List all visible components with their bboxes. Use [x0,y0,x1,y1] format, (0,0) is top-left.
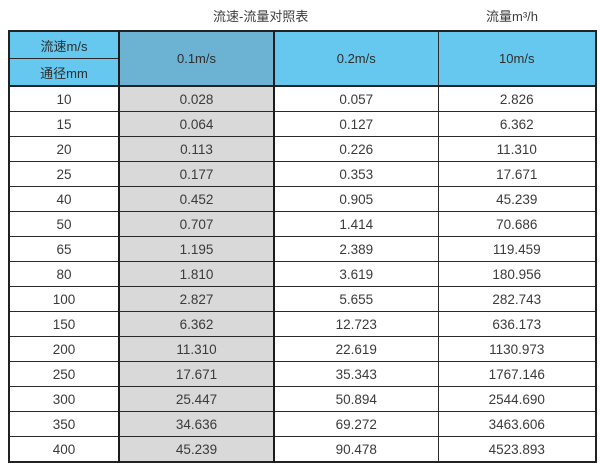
table-row: 250 17.671 35.343 1767.146 [8,361,597,387]
table-row: 350 34.636 69.272 3463.606 [8,411,597,437]
value-cell-10ms: 282.743 [437,286,597,312]
value-cell-10ms: 180.956 [437,261,597,287]
value-cell-0-1ms: 45.239 [118,436,275,463]
value-cell-10ms: 6.362 [437,111,597,137]
column-header-0-1ms: 0.1m/s [118,30,275,87]
diameter-cell: 20 [8,136,120,162]
diameter-cell: 400 [8,436,120,463]
value-cell-0-2ms: 5.655 [273,286,439,312]
value-cell-0-1ms: 0.707 [118,211,275,237]
diameter-cell: 25 [8,161,120,187]
value-cell-0-2ms: 2.389 [273,236,439,262]
corner-diameter-label: 通径mm [8,58,120,87]
table-row: 150 6.362 12.723 636.173 [8,311,597,337]
flow-unit-label: 流量m³/h [486,9,539,24]
diameter-cell: 10 [8,85,120,112]
value-cell-0-2ms: 0.226 [273,136,439,162]
value-cell-0-2ms: 1.414 [273,211,439,237]
page-title: 流速-流量对照表 [213,9,309,24]
value-cell-0-2ms: 90.478 [273,436,439,463]
diameter-cell: 200 [8,336,120,362]
value-cell-0-1ms: 1.195 [118,236,275,262]
value-cell-0-2ms: 0.353 [273,161,439,187]
table-row: 20 0.113 0.226 11.310 [8,136,597,162]
value-cell-0-2ms: 69.272 [273,411,439,437]
table-row: 25 0.177 0.353 17.671 [8,161,597,187]
table-row: 200 11.310 22.619 1130.973 [8,336,597,362]
table-body: 10 0.028 0.057 2.826 15 0.064 0.127 6.36… [8,85,597,463]
value-cell-0-1ms: 0.064 [118,111,275,137]
diameter-cell: 65 [8,236,120,262]
value-cell-0-2ms: 50.894 [273,386,439,412]
value-cell-0-2ms: 0.127 [273,111,439,137]
value-cell-10ms: 17.671 [437,161,597,187]
value-cell-10ms: 636.173 [437,311,597,337]
value-cell-0-1ms: 17.671 [118,361,275,387]
table-header: 流速m/s 0.1m/s 0.2m/s 10m/s 通径mm [8,30,597,87]
value-cell-0-2ms: 3.619 [273,261,439,287]
value-cell-10ms: 119.459 [437,236,597,262]
value-cell-0-1ms: 0.452 [118,186,275,212]
value-cell-10ms: 4523.893 [437,436,597,463]
diameter-cell: 50 [8,211,120,237]
value-cell-10ms: 3463.606 [437,411,597,437]
diameter-cell: 300 [8,386,120,412]
table-row: 50 0.707 1.414 70.686 [8,211,597,237]
table-row: 65 1.195 2.389 119.459 [8,236,597,262]
value-cell-0-2ms: 35.343 [273,361,439,387]
diameter-cell: 100 [8,286,120,312]
corner-velocity-label: 流速m/s [8,30,120,59]
value-cell-0-1ms: 25.447 [118,386,275,412]
diameter-cell: 150 [8,311,120,337]
diameter-cell: 80 [8,261,120,287]
value-cell-10ms: 11.310 [437,136,597,162]
value-cell-0-2ms: 0.905 [273,186,439,212]
value-cell-0-2ms: 12.723 [273,311,439,337]
value-cell-10ms: 45.239 [437,186,597,212]
value-cell-0-1ms: 1.810 [118,261,275,287]
value-cell-10ms: 2544.690 [437,386,597,412]
diameter-cell: 40 [8,186,120,212]
diameter-cell: 350 [8,411,120,437]
value-cell-0-1ms: 0.028 [118,85,275,112]
value-cell-0-1ms: 2.827 [118,286,275,312]
table-row: 15 0.064 0.127 6.362 [8,111,597,137]
diameter-cell: 250 [8,361,120,387]
caption-bar: 流速-流量对照表 流量m³/h [0,0,600,30]
flow-rate-table: 流速m/s 0.1m/s 0.2m/s 10m/s 通径mm 10 0.028 … [8,30,597,463]
value-cell-0-2ms: 0.057 [273,85,439,112]
table-row: 100 2.827 5.655 282.743 [8,286,597,312]
column-header-0-2ms: 0.2m/s [273,30,439,87]
table-row: 80 1.810 3.619 180.956 [8,261,597,287]
value-cell-0-1ms: 34.636 [118,411,275,437]
value-cell-0-1ms: 6.362 [118,311,275,337]
value-cell-10ms: 2.826 [437,85,597,112]
column-header-10ms: 10m/s [437,30,597,87]
table-row: 300 25.447 50.894 2544.690 [8,386,597,412]
table-row: 40 0.452 0.905 45.239 [8,186,597,212]
value-cell-10ms: 1767.146 [437,361,597,387]
table-row: 400 45.239 90.478 4523.893 [8,436,597,463]
value-cell-0-1ms: 11.310 [118,336,275,362]
value-cell-0-1ms: 0.113 [118,136,275,162]
value-cell-10ms: 1130.973 [437,336,597,362]
value-cell-0-1ms: 0.177 [118,161,275,187]
value-cell-10ms: 70.686 [437,211,597,237]
table-row: 10 0.028 0.057 2.826 [8,85,597,112]
diameter-cell: 15 [8,111,120,137]
value-cell-0-2ms: 22.619 [273,336,439,362]
